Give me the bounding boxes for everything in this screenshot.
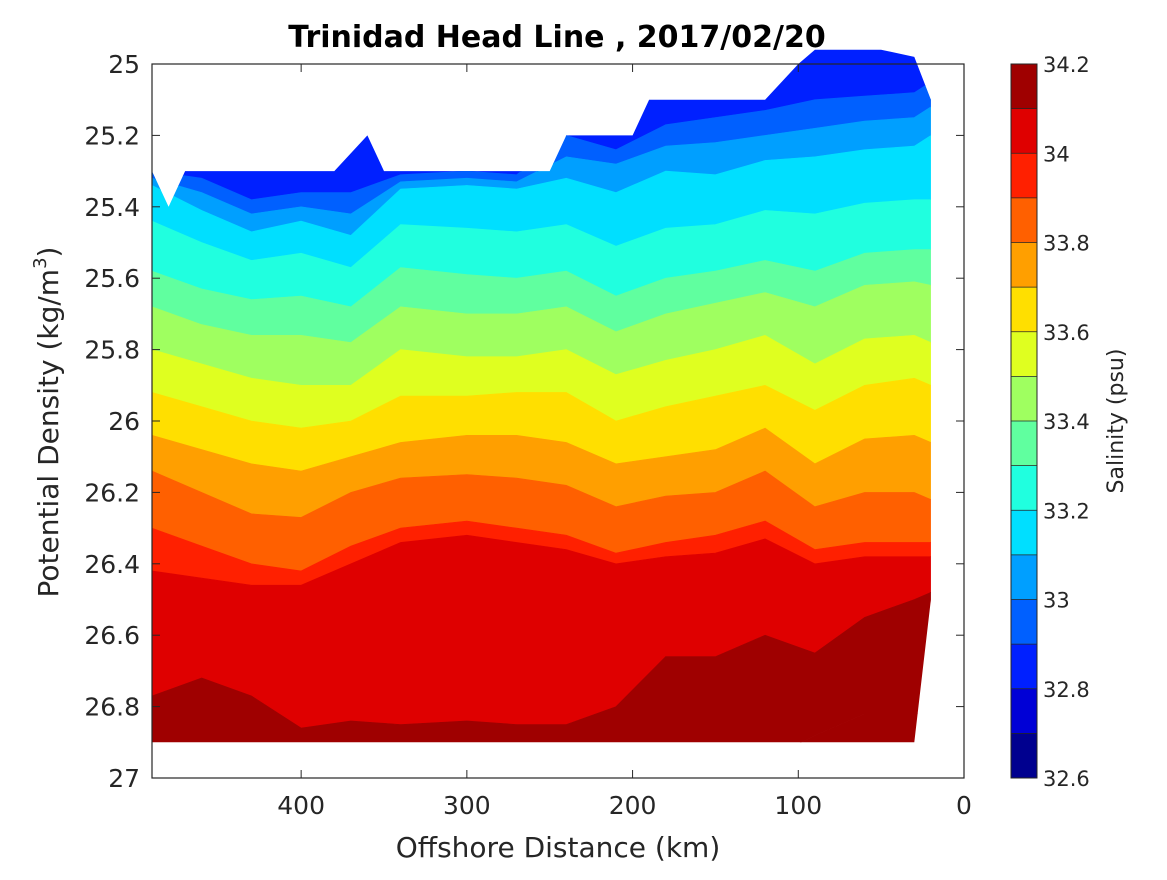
colorbar-tick-label: 33.8	[1043, 232, 1090, 256]
colorbar-tick-label: 34	[1043, 142, 1070, 166]
chart-title: Trinidad Head Line , 2017/02/20	[288, 20, 825, 55]
y-axis-label-close: )	[32, 247, 65, 258]
colorbar-tick-label: 32.6	[1043, 767, 1090, 791]
y-tick-label: 27	[108, 764, 140, 793]
y-tick-label: 26.2	[84, 478, 140, 507]
colorbar-swatch	[1011, 242, 1037, 288]
colorbar-swatch	[1011, 153, 1037, 198]
colorbar-tick-label: 32.8	[1043, 678, 1090, 702]
colorbar-frame	[1010, 63, 1038, 779]
colorbar-tick-label: 33.4	[1043, 410, 1090, 434]
plot-area: 25 25.2 25.4 25.6 25.8 26 26.2 26.4 26.6 26.8 27 4…	[84, 49, 972, 820]
y-axis-label-superscript: 3	[30, 257, 51, 268]
colorbar-swatch	[1011, 644, 1037, 689]
colorbar-swatch	[1011, 599, 1037, 645]
x-tick-label: 100	[774, 791, 822, 820]
colorbar-swatch	[1011, 287, 1037, 332]
y-tick-label: 26.6	[84, 621, 140, 650]
colorbar-label: Salinity (psu)	[1104, 349, 1129, 494]
contour-bands	[152, 49, 931, 743]
colorbar-tick-label: 34.2	[1043, 53, 1090, 77]
y-tick-label: 25	[108, 50, 140, 79]
y-tick-label: 26	[108, 407, 140, 436]
y-tick-label: 26.8	[84, 693, 140, 722]
x-tick-label: 400	[277, 791, 325, 820]
colorbar: 32.6 32.8 33 33.2 33.4 33.6 33.8 34 34.2	[1010, 53, 1090, 791]
y-tick-label: 25.6	[84, 264, 140, 293]
y-axis-label-text: Potential Density (kg/m	[32, 269, 65, 598]
colorbar-swatch	[1011, 510, 1037, 555]
x-tick-label: 300	[443, 791, 491, 820]
x-axis: 400 300 200 100 0	[277, 64, 972, 820]
x-tick-label: 0	[956, 791, 972, 820]
y-tick-label: 26.4	[84, 550, 140, 579]
colorbar-swatch	[1011, 64, 1037, 109]
y-tick-label: 25.2	[84, 121, 140, 150]
colorbar-swatch	[1011, 331, 1037, 377]
colorbar-tick-label: 33.2	[1043, 499, 1090, 523]
colorbar-swatch	[1011, 376, 1037, 421]
colorbar-tick-label: 33	[1043, 589, 1070, 613]
colorbar-swatch	[1011, 733, 1037, 778]
colorbar-tick-label: 33.6	[1043, 321, 1090, 345]
colorbar-swatch	[1011, 108, 1037, 154]
y-tick-label: 25.8	[84, 336, 140, 365]
y-axis-label: Potential Density (kg/m3)	[30, 247, 65, 598]
colorbar-swatch	[1011, 465, 1037, 511]
y-axis: 25 25.2 25.4 25.6 25.8 26 26.2 26.4 26.6 26.8 27	[84, 50, 964, 793]
x-tick-label: 200	[609, 791, 657, 820]
colorbar-swatch	[1011, 421, 1037, 466]
y-tick-label: 25.4	[84, 193, 140, 222]
colorbar-swatch	[1011, 688, 1037, 734]
x-axis-label: Offshore Distance (km)	[396, 831, 721, 864]
colorbar-swatch	[1011, 554, 1037, 600]
colorbar-swatch	[1011, 197, 1037, 243]
